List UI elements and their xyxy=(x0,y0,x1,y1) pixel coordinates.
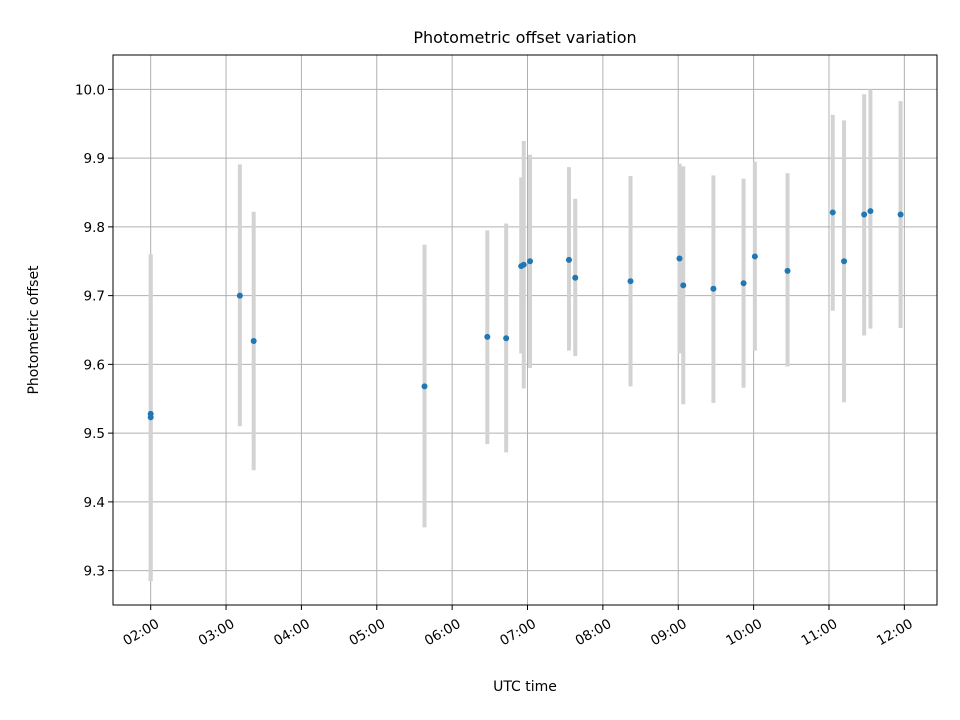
data-point xyxy=(565,256,572,263)
plot-frame xyxy=(112,54,938,606)
data-point xyxy=(897,211,904,218)
y-tick-label: 10.0 xyxy=(75,82,105,98)
data-point xyxy=(527,258,534,265)
x-tick-label: 12:00 xyxy=(874,616,916,649)
data-point xyxy=(421,383,428,390)
y-tick-label: 9.9 xyxy=(84,151,105,167)
y-tick-label: 9.3 xyxy=(84,564,105,580)
data-point xyxy=(841,258,848,265)
data-point xyxy=(784,267,791,274)
x-tick-label: 07:00 xyxy=(497,616,539,649)
x-tick-label: 08:00 xyxy=(573,616,615,649)
data-point xyxy=(572,274,579,281)
data-point xyxy=(236,292,243,299)
data-point xyxy=(710,285,717,292)
x-tick-label: 11:00 xyxy=(799,616,841,649)
data-point xyxy=(250,338,257,344)
y-axis-ticks: 9.3 9.4 9.5 9.6 9.7 9.8 9.9 10.0 xyxy=(75,82,113,580)
x-tick-label: 09:00 xyxy=(648,616,690,649)
data-points xyxy=(147,208,904,421)
chart-title: Photometric offset variation xyxy=(413,28,636,47)
x-tick-label: 10:00 xyxy=(723,616,765,649)
data-point xyxy=(740,280,747,287)
x-axis-label: UTC time xyxy=(493,679,557,695)
data-point xyxy=(503,335,510,342)
data-point xyxy=(680,282,687,289)
x-tick-label: 04:00 xyxy=(271,616,313,649)
x-tick-label: 06:00 xyxy=(422,616,464,649)
data-point xyxy=(751,253,758,260)
x-tick-label: 05:00 xyxy=(346,616,388,649)
y-axis-label: Photometric offset xyxy=(26,265,42,395)
x-axis-ticks: 02:00 03:00 04:00 05:00 06:00 07:00 08:00 09:00… xyxy=(120,605,916,649)
y-tick-label: 9.6 xyxy=(84,357,105,373)
data-point xyxy=(676,255,683,262)
y-tick-label: 9.8 xyxy=(84,220,105,236)
x-tick-label: 02:00 xyxy=(120,616,162,649)
y-tick-label: 9.7 xyxy=(84,289,105,305)
data-point xyxy=(484,333,491,340)
x-tick-label: 03:00 xyxy=(196,616,238,649)
data-point xyxy=(861,211,868,218)
data-point xyxy=(829,209,836,216)
y-tick-label: 9.4 xyxy=(84,495,105,511)
y-tick-label: 9.5 xyxy=(84,426,105,442)
data-point xyxy=(867,208,874,215)
error-bars xyxy=(148,89,903,581)
data-point xyxy=(627,278,634,285)
data-point xyxy=(520,261,527,268)
data-point xyxy=(147,414,154,421)
